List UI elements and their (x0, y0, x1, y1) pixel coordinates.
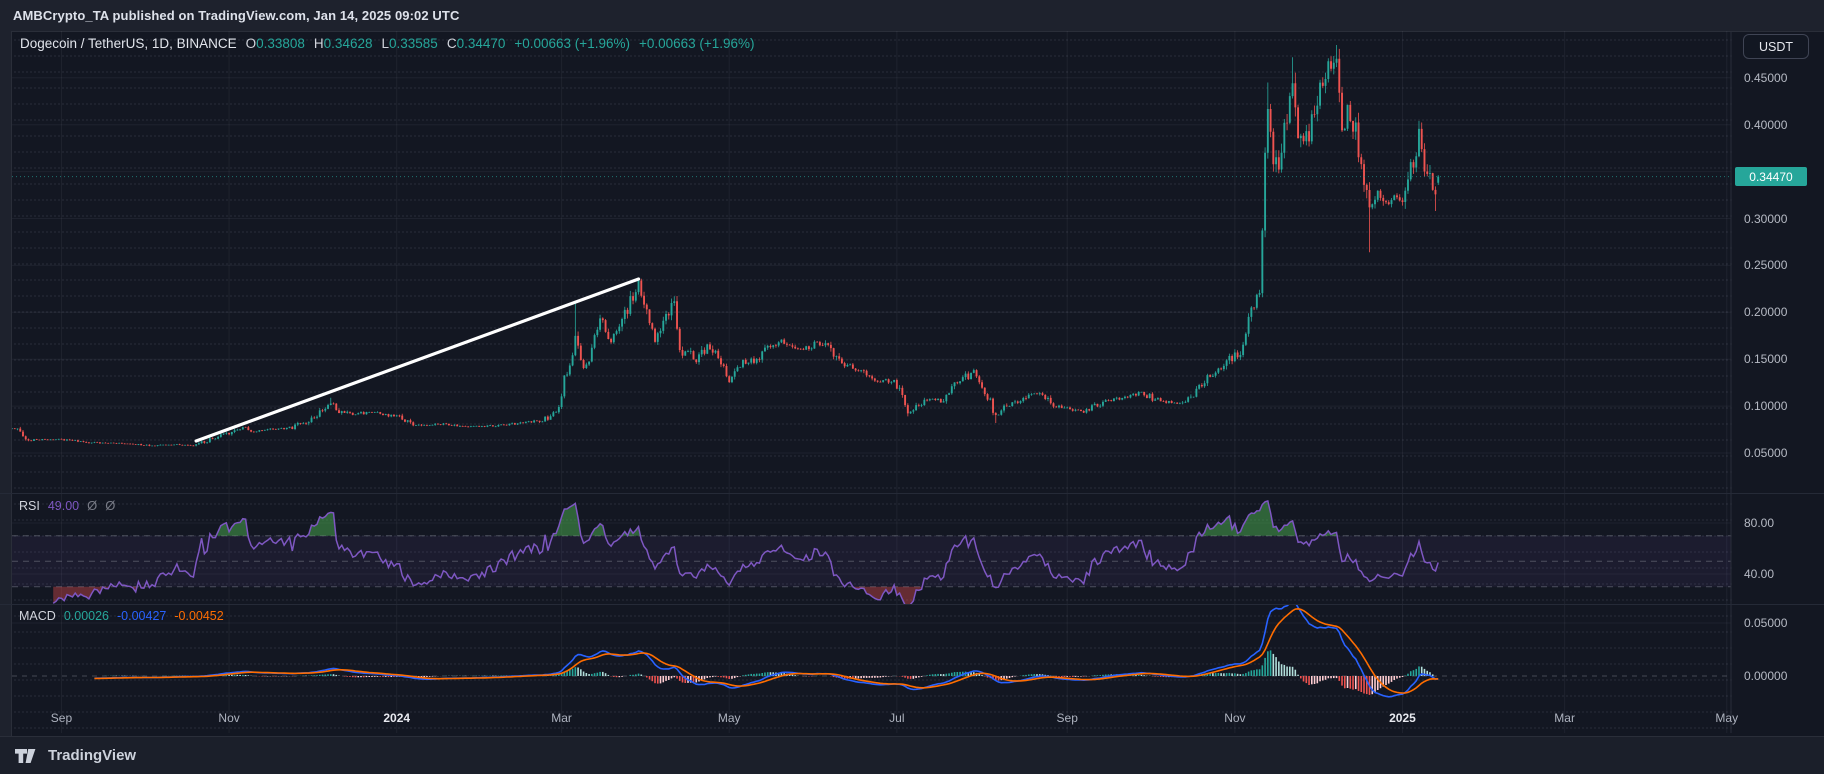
published-bar-text: AMBCrypto_TA published on TradingView.co… (13, 8, 460, 23)
time-tick-label: Sep (50, 711, 73, 725)
trendline-annotation[interactable] (194, 277, 641, 443)
change-absolute: +0.00663 (+1.96%) (514, 36, 630, 51)
ohlc-open: O0.33808 (246, 36, 305, 51)
rsi-label: RSI (19, 498, 40, 513)
macd-line (94, 604, 1439, 698)
macd-legend: MACD 0.00026 -0.00427 -0.00452 (19, 609, 224, 623)
footer-bar: TradingView (0, 737, 1824, 774)
rsi-tick-label: 80.00 (1744, 516, 1775, 530)
price-tick-label: 0.40000 (1744, 117, 1788, 132)
rsi-oversold-fill (53, 586, 110, 604)
currency-toggle-button[interactable]: USDT (1743, 34, 1809, 59)
time-tick-label: May (717, 711, 741, 725)
macd-signal-line (94, 607, 1439, 694)
rsi-line (52, 500, 1439, 604)
tradingview-wordmark[interactable]: TradingView (48, 747, 137, 764)
time-tick-label: Mar (551, 711, 572, 725)
candle-wicks-up (12, 45, 1439, 447)
macd-signal-value: -0.00452 (174, 609, 224, 623)
price-tick-label: 0.10000 (1744, 399, 1788, 414)
macd-tick-label: 0.00000 (1744, 669, 1788, 683)
time-tick-label: Mar (1554, 711, 1575, 725)
ohlc-high: H0.34628 (314, 36, 373, 51)
rsi-overbought-fill (1202, 501, 1297, 536)
time-tick-label: Sep (1056, 711, 1078, 725)
high-letter: H (313, 36, 324, 51)
close-value: 0.34470 (456, 36, 506, 51)
time-tick-label: Nov (218, 711, 240, 725)
last-price-value: 0.34470 (1749, 169, 1793, 184)
close-letter: C (446, 36, 457, 51)
macd-tick-label: 0.05000 (1744, 616, 1788, 630)
price-tick-label: 0.05000 (1744, 446, 1788, 460)
price-tick-label: 0.45000 (1744, 70, 1788, 85)
macd-line-value: -0.00427 (117, 609, 167, 623)
price-tick-label: 0.20000 (1744, 305, 1788, 320)
rsi-placeholder-icon: Ø (87, 498, 98, 513)
rsi-oversold-fill (852, 586, 894, 600)
symbol-title: Dogecoin / TetherUS, 1D, BINANCE (20, 36, 237, 51)
chart-bottom-border (0, 736, 1824, 737)
candle-wicks-down (14, 48, 1436, 447)
rsi-overbought-fill (552, 503, 581, 536)
ohlc-close: C0.34470 (447, 36, 506, 51)
time-tick-label: May (1715, 711, 1739, 725)
time-tick-label: 2024 (383, 711, 411, 725)
rsi-value: 49.00 (47, 498, 80, 513)
open-letter: O (245, 36, 257, 51)
ohlc-low: L0.33585 (381, 36, 437, 51)
low-letter: L (381, 36, 389, 51)
rsi-legend: RSI 49.00 Ø Ø (19, 498, 115, 513)
time-tick-label: Nov (1224, 711, 1246, 725)
price-tick-label: 0.30000 (1744, 211, 1788, 226)
pane-divider-macd[interactable] (0, 604, 1824, 605)
macd-hist-value: 0.00026 (63, 609, 109, 623)
high-value: 0.34628 (323, 36, 373, 51)
chart-legend: Dogecoin / TetherUS, 1D, BINANCE O0.3380… (20, 36, 755, 51)
change-percent: +0.00663 (+1.96%) (638, 36, 755, 51)
rsi-overbought-fill (590, 523, 606, 536)
open-value: 0.33808 (256, 36, 305, 51)
candle-bodies-down (13, 58, 1437, 447)
rsi-overbought-fill (307, 512, 336, 536)
time-tick-label: 2025 (1389, 711, 1416, 725)
tradingview-logo-icon[interactable] (14, 748, 40, 764)
currency-toggle-label: USDT (1758, 39, 1794, 54)
price-tick-label: 0.15000 (1744, 352, 1788, 367)
macd-label: MACD (19, 609, 56, 623)
published-bar: AMBCrypto_TA published on TradingView.co… (0, 0, 1824, 31)
candle-bodies-up (12, 58, 1440, 447)
pane-divider-rsi[interactable] (0, 493, 1824, 494)
time-tick-label: Jul (889, 711, 905, 725)
last-price-label[interactable]: 0.34470 (1735, 167, 1807, 187)
price-tick-label: 0.25000 (1744, 258, 1788, 273)
low-value: 0.33585 (389, 36, 438, 51)
rsi-placeholder-icon: Ø (105, 498, 116, 513)
rsi-tick-label: 40.00 (1744, 567, 1775, 581)
